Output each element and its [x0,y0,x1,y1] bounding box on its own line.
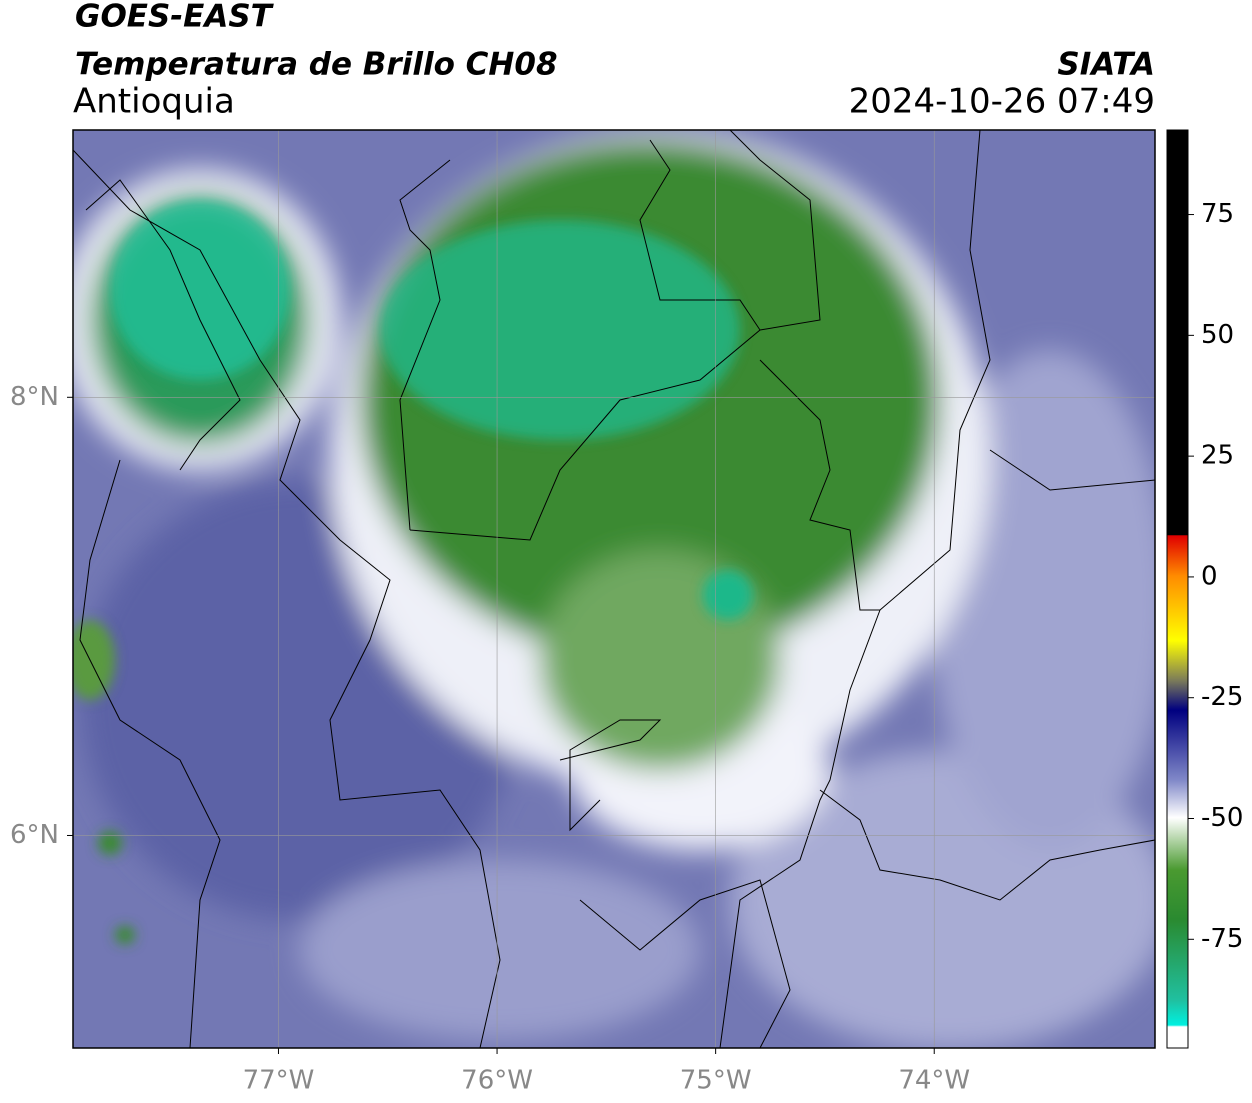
colorbar-tick-label: 25 [1201,441,1234,471]
satellite-image [73,130,1155,1048]
x-tick-label: 75°W [680,1066,752,1096]
colorbar-tick-label: 50 [1201,320,1234,350]
x-tick-label: 76°W [461,1066,533,1096]
region: Antioquia [73,82,235,122]
colorbar-tick-label: 75 [1201,199,1234,229]
y-tick-label: 6°N [10,820,59,850]
colorbar-tick-label: -50 [1201,803,1243,833]
map-frame [72,129,1156,1049]
colorbar [1166,129,1189,1049]
satellite: GOES-EAST [75,0,275,35]
x-tick-label: 77°W [243,1066,315,1096]
product: Temperatura de Brillo CH08 [75,47,558,83]
colorbar-tick-label: 0 [1201,561,1218,591]
organization: SIATA [1057,47,1155,83]
x-tick-label: 74°W [898,1066,970,1096]
y-tick-label: 8°N [10,382,59,412]
colorbar-tick-label: -25 [1201,682,1243,712]
colorbar-tick-label: -75 [1201,924,1243,954]
datetime: 2024-10-26 07:49 [849,82,1155,122]
